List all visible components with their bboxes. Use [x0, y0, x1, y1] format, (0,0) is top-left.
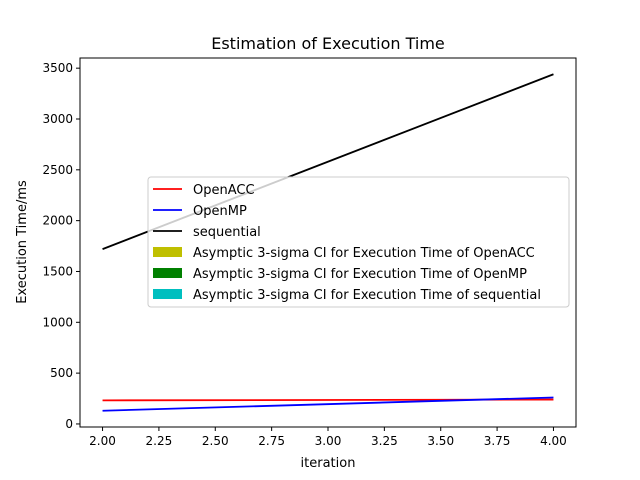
legend-label: sequential: [193, 225, 261, 240]
x-tick-label: 3.25: [371, 434, 398, 448]
x-tick-label: 4.00: [540, 434, 567, 448]
x-axis-ticks: 2.00 2.25 2.50 2.75 3.00 3.25 3.50 3.75 4.00: [89, 427, 567, 448]
series-line-openmp: [102, 396, 554, 412]
y-tick-label: 500: [50, 366, 73, 380]
legend-swatch-patch: [153, 268, 182, 278]
chart-title: Estimation of Execution Time: [211, 34, 445, 53]
y-tick-label: 1000: [42, 315, 73, 329]
x-tick-label: 3.50: [427, 434, 454, 448]
legend-label: Asymptic 3-sigma CI for Execution Time o…: [193, 267, 527, 282]
x-axis-label: iteration: [301, 456, 356, 471]
legend-label: Asymptic 3-sigma CI for Execution Time o…: [193, 246, 535, 261]
x-tick-label: 3.00: [315, 434, 342, 448]
x-tick-label: 2.75: [258, 434, 285, 448]
x-tick-label: 2.00: [89, 434, 116, 448]
y-axis-label: Execution Time/ms: [15, 180, 30, 304]
legend-swatch-patch: [153, 289, 182, 299]
legend-frame: [147, 176, 570, 308]
legend-label: OpenMP: [193, 204, 247, 219]
x-tick-label: 3.75: [484, 434, 511, 448]
y-axis-ticks: 0 500 1000 1500 2000 2500 3000 3500: [42, 61, 80, 431]
legend-label: OpenACC: [193, 183, 255, 198]
legend-label: Asymptic 3-sigma CI for Execution Time o…: [193, 288, 541, 303]
legend: OpenACC OpenMP sequential Asymptic 3-sigma …: [147, 176, 570, 308]
y-tick-label: 3500: [42, 61, 73, 75]
x-tick-label: 2.25: [146, 434, 173, 448]
legend-swatch-patch: [153, 247, 182, 257]
y-tick-label: 3000: [42, 112, 73, 126]
x-tick-label: 2.50: [202, 434, 229, 448]
y-tick-label: 1500: [42, 264, 73, 278]
y-tick-label: 2000: [42, 214, 73, 228]
y-tick-label: 2500: [42, 163, 73, 177]
y-tick-label: 0: [65, 417, 73, 431]
